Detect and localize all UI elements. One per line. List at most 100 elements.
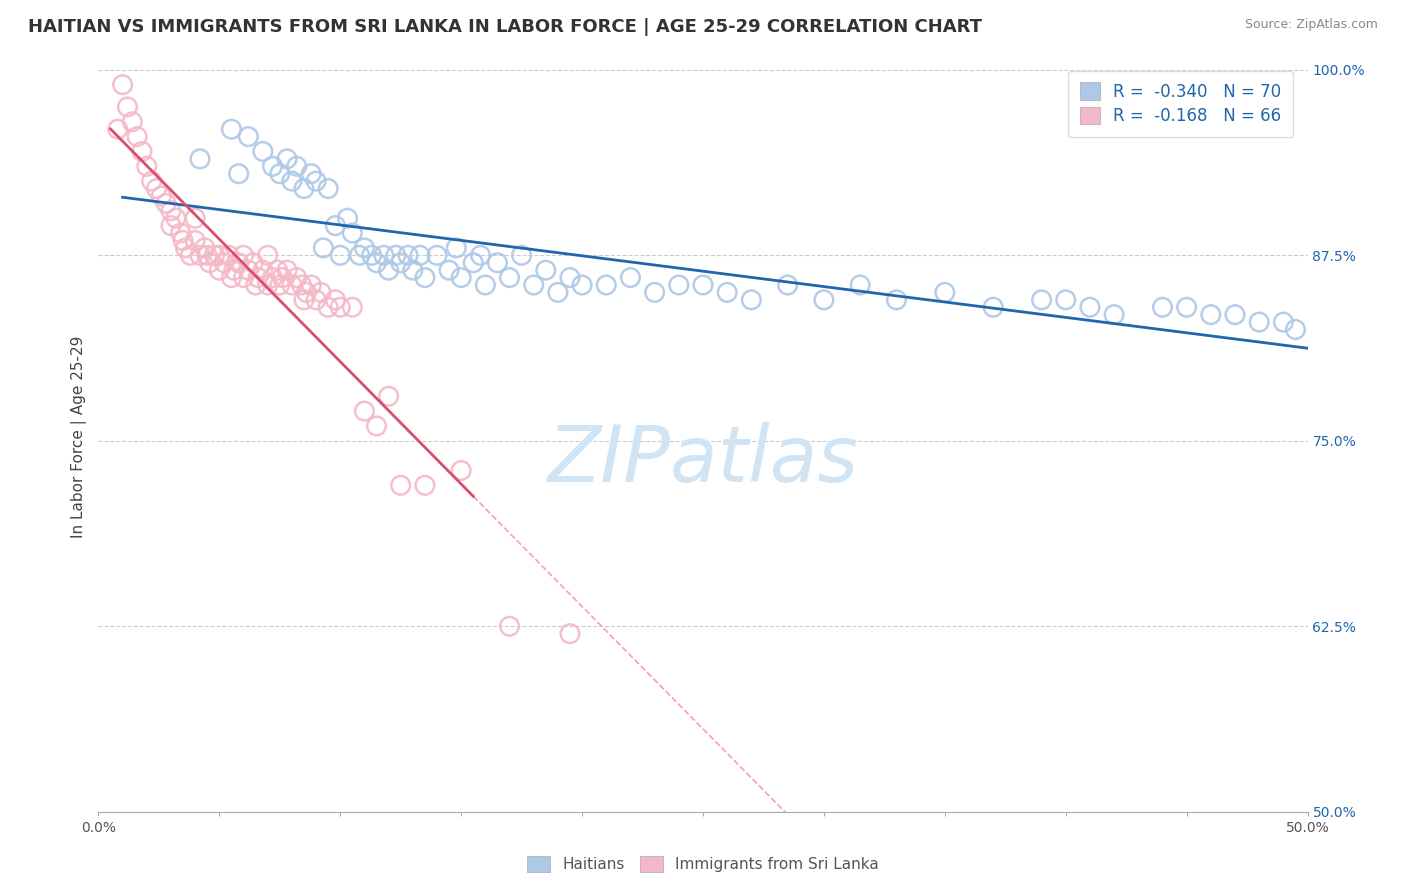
Point <box>353 241 375 255</box>
Point <box>204 248 226 262</box>
Point <box>1054 293 1077 307</box>
Point <box>269 278 291 293</box>
Point <box>1199 308 1222 322</box>
Point <box>262 270 284 285</box>
Point <box>1102 308 1125 322</box>
Point <box>160 203 183 218</box>
Point <box>221 270 243 285</box>
Point <box>131 145 153 159</box>
Point <box>285 159 308 173</box>
Point <box>269 167 291 181</box>
Point <box>316 181 339 195</box>
Point <box>188 152 211 166</box>
Point <box>188 248 211 262</box>
Point <box>813 293 835 307</box>
Point <box>470 248 492 262</box>
Point <box>446 241 468 255</box>
Point <box>276 263 298 277</box>
Point <box>305 174 328 188</box>
Point <box>281 278 304 293</box>
Point <box>228 167 250 181</box>
Point <box>271 270 294 285</box>
Point <box>571 278 593 293</box>
Point <box>619 270 641 285</box>
Point <box>221 122 243 136</box>
Point <box>342 226 364 240</box>
Point <box>121 115 143 129</box>
Point <box>668 278 690 293</box>
Point <box>740 293 762 307</box>
Point <box>1078 300 1101 314</box>
Point <box>558 270 581 285</box>
Point <box>172 234 194 248</box>
Point <box>238 129 260 144</box>
Point <box>117 100 139 114</box>
Point <box>534 263 557 277</box>
Point <box>325 219 347 233</box>
Point <box>413 478 436 492</box>
Point <box>396 248 419 262</box>
Point <box>437 263 460 277</box>
Point <box>336 211 359 226</box>
Point <box>1152 300 1174 314</box>
Point <box>692 278 714 293</box>
Point <box>208 248 231 262</box>
Legend: R =  -0.340   N = 70, R =  -0.168   N = 66: R = -0.340 N = 70, R = -0.168 N = 66 <box>1069 70 1294 137</box>
Point <box>290 278 312 293</box>
Point <box>256 278 278 293</box>
Point <box>299 278 322 293</box>
Point <box>450 270 472 285</box>
Point <box>402 263 425 277</box>
Point <box>385 248 408 262</box>
Point <box>486 256 509 270</box>
Point <box>292 293 315 307</box>
Point <box>463 256 485 270</box>
Point <box>644 285 666 300</box>
Point <box>107 122 129 136</box>
Point <box>238 263 260 277</box>
Point <box>450 463 472 477</box>
Legend: Haitians, Immigrants from Sri Lanka: Haitians, Immigrants from Sri Lanka <box>520 848 886 880</box>
Point <box>262 159 284 173</box>
Point <box>409 248 432 262</box>
Point <box>377 263 399 277</box>
Point <box>247 270 270 285</box>
Point <box>389 478 412 492</box>
Point <box>373 248 395 262</box>
Point <box>285 270 308 285</box>
Point <box>165 211 187 226</box>
Point <box>498 619 520 633</box>
Point <box>145 181 167 195</box>
Text: ZIPatlas: ZIPatlas <box>547 422 859 498</box>
Point <box>360 248 382 262</box>
Point <box>184 234 207 248</box>
Point <box>281 174 304 188</box>
Point <box>208 263 231 277</box>
Point <box>232 270 254 285</box>
Point <box>195 248 218 262</box>
Point <box>474 278 496 293</box>
Point <box>510 248 533 262</box>
Point <box>155 196 177 211</box>
Point <box>127 129 149 144</box>
Point <box>934 285 956 300</box>
Point <box>242 256 264 270</box>
Point <box>1223 308 1246 322</box>
Point <box>150 189 173 203</box>
Point <box>366 419 388 434</box>
Point <box>252 145 274 159</box>
Point <box>1272 315 1295 329</box>
Point <box>329 300 352 314</box>
Point <box>228 256 250 270</box>
Point <box>276 152 298 166</box>
Point <box>342 300 364 314</box>
Point <box>266 263 288 277</box>
Point <box>325 293 347 307</box>
Point <box>232 248 254 262</box>
Point <box>245 278 267 293</box>
Point <box>413 270 436 285</box>
Point <box>353 404 375 418</box>
Point <box>716 285 738 300</box>
Point <box>329 248 352 262</box>
Point <box>1175 300 1198 314</box>
